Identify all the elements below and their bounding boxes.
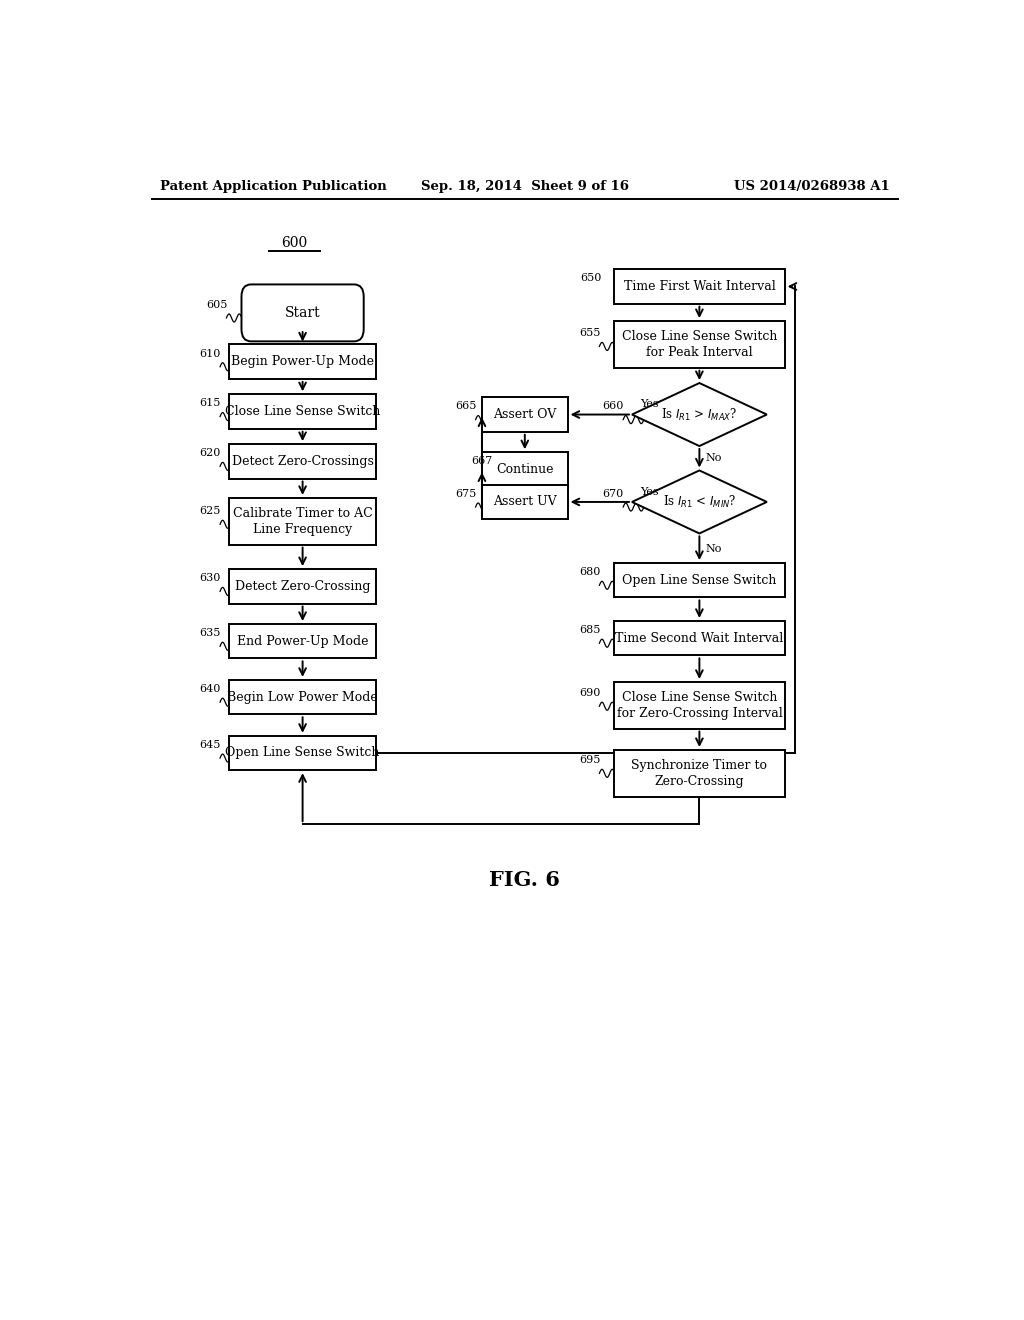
- FancyBboxPatch shape: [482, 397, 567, 432]
- Text: 667: 667: [471, 457, 493, 466]
- Text: End Power-Up Mode: End Power-Up Mode: [237, 635, 369, 648]
- FancyBboxPatch shape: [228, 735, 377, 771]
- Polygon shape: [632, 470, 767, 533]
- Text: Assert OV: Assert OV: [494, 408, 556, 421]
- Text: 685: 685: [579, 624, 600, 635]
- Text: Close Line Sense Switch
for Zero-Crossing Interval: Close Line Sense Switch for Zero-Crossin…: [616, 690, 782, 719]
- Text: 600: 600: [282, 236, 308, 249]
- Text: Sep. 18, 2014  Sheet 9 of 16: Sep. 18, 2014 Sheet 9 of 16: [421, 181, 629, 193]
- FancyBboxPatch shape: [228, 680, 377, 714]
- Text: 620: 620: [200, 449, 221, 458]
- FancyBboxPatch shape: [228, 498, 377, 545]
- Text: 650: 650: [581, 273, 602, 284]
- Text: 640: 640: [200, 684, 221, 694]
- FancyBboxPatch shape: [614, 269, 784, 304]
- Text: 660: 660: [602, 401, 624, 412]
- Text: Calibrate Timer to AC
Line Frequency: Calibrate Timer to AC Line Frequency: [232, 507, 373, 536]
- Text: Detect Zero-Crossing: Detect Zero-Crossing: [234, 579, 371, 593]
- FancyBboxPatch shape: [228, 569, 377, 603]
- Text: Close Line Sense Switch
for Peak Interval: Close Line Sense Switch for Peak Interva…: [622, 330, 777, 359]
- Text: 625: 625: [200, 506, 221, 516]
- Text: 630: 630: [200, 573, 221, 583]
- Text: Is $\mathit{I}_{R1}$ < $\mathit{I}_{MIN}$?: Is $\mathit{I}_{R1}$ < $\mathit{I}_{MIN}…: [663, 494, 736, 510]
- Text: Synchronize Timer to
Zero-Crossing: Synchronize Timer to Zero-Crossing: [632, 759, 767, 788]
- Text: 665: 665: [455, 401, 476, 412]
- Text: 610: 610: [200, 348, 221, 359]
- Text: Time First Wait Interval: Time First Wait Interval: [624, 280, 775, 293]
- Text: No: No: [706, 453, 722, 463]
- FancyBboxPatch shape: [228, 444, 377, 479]
- FancyBboxPatch shape: [242, 284, 364, 342]
- Text: 645: 645: [200, 741, 221, 750]
- FancyBboxPatch shape: [228, 345, 377, 379]
- FancyBboxPatch shape: [482, 453, 567, 487]
- Text: 635: 635: [200, 628, 221, 638]
- Text: 615: 615: [200, 399, 221, 408]
- FancyBboxPatch shape: [614, 620, 784, 656]
- Text: Yes: Yes: [640, 487, 658, 496]
- Polygon shape: [632, 383, 767, 446]
- Text: FIG. 6: FIG. 6: [489, 870, 560, 890]
- Text: 670: 670: [602, 488, 624, 499]
- Text: Time Second Wait Interval: Time Second Wait Interval: [615, 632, 783, 644]
- Text: 690: 690: [579, 688, 600, 698]
- Text: 605: 605: [206, 300, 227, 310]
- Text: Detect Zero-Crossings: Detect Zero-Crossings: [231, 455, 374, 467]
- Text: Is $\mathit{I}_{R1}$ > $\mathit{I}_{MAX}$?: Is $\mathit{I}_{R1}$ > $\mathit{I}_{MAX}…: [662, 407, 737, 422]
- Text: Open Line Sense Switch: Open Line Sense Switch: [623, 574, 776, 586]
- Text: Continue: Continue: [496, 463, 554, 477]
- Text: US 2014/0268938 A1: US 2014/0268938 A1: [734, 181, 890, 193]
- FancyBboxPatch shape: [614, 321, 784, 368]
- Text: Begin Low Power Mode: Begin Low Power Mode: [227, 690, 378, 704]
- Text: 655: 655: [579, 329, 600, 338]
- Text: Begin Power-Up Mode: Begin Power-Up Mode: [231, 355, 374, 368]
- Text: Assert UV: Assert UV: [493, 495, 557, 508]
- Text: 680: 680: [579, 568, 600, 577]
- Text: Patent Application Publication: Patent Application Publication: [160, 181, 386, 193]
- Text: Start: Start: [285, 306, 321, 319]
- FancyBboxPatch shape: [228, 624, 377, 659]
- Text: 695: 695: [579, 755, 600, 766]
- Text: No: No: [706, 544, 722, 553]
- Text: 675: 675: [455, 488, 476, 499]
- FancyBboxPatch shape: [228, 395, 377, 429]
- FancyBboxPatch shape: [614, 682, 784, 729]
- Text: Open Line Sense Switch: Open Line Sense Switch: [225, 747, 380, 759]
- Text: Yes: Yes: [640, 400, 658, 409]
- FancyBboxPatch shape: [614, 562, 784, 598]
- Text: Close Line Sense Switch: Close Line Sense Switch: [225, 405, 380, 418]
- FancyBboxPatch shape: [614, 750, 784, 797]
- FancyBboxPatch shape: [482, 484, 567, 519]
